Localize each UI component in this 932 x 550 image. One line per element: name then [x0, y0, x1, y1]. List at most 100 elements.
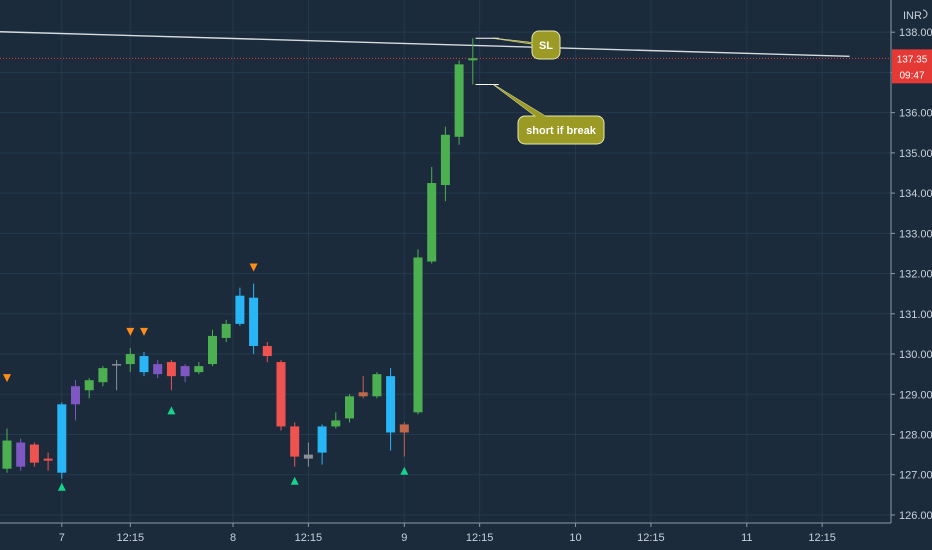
sell-signal-icon	[140, 327, 148, 336]
price-tick-label: 134.00	[899, 188, 932, 200]
candle-body	[166, 362, 176, 377]
candle	[125, 347, 135, 373]
candle	[194, 362, 204, 375]
price-tick-label: 130.00	[899, 349, 932, 361]
drawings	[0, 31, 891, 85]
candle-body	[372, 374, 382, 397]
candle-body	[208, 335, 217, 365]
candle-body	[427, 183, 437, 262]
candle	[427, 166, 437, 264]
time-tick-label: 11	[741, 532, 752, 544]
candle	[399, 422, 409, 457]
candle-body	[221, 323, 231, 338]
candle-body	[386, 376, 396, 433]
candle-body	[71, 386, 80, 405]
candle-body	[112, 364, 122, 366]
buy-signal-icon	[57, 482, 66, 491]
callouts: SL short if break	[493, 30, 605, 145]
candle-body	[303, 454, 313, 459]
candle-body	[139, 356, 149, 373]
last-price-value: 137.35	[897, 54, 928, 65]
price-tick-label: 129.00	[899, 389, 932, 401]
price-tick-label: 133.00	[899, 228, 932, 240]
price-tick-label: 131.00	[899, 309, 932, 321]
candle	[440, 126, 450, 202]
candle-body	[2, 440, 12, 469]
candle-body	[98, 368, 108, 383]
candle-body	[413, 257, 423, 413]
candle	[345, 394, 354, 423]
candle	[276, 360, 286, 431]
candle-body	[29, 444, 39, 463]
candle	[249, 283, 259, 355]
time-tick-label: 12:15	[637, 532, 665, 544]
candle	[139, 352, 149, 377]
candle-body	[249, 297, 259, 346]
candle-body	[276, 362, 286, 427]
price-tick-label: 138.00	[899, 27, 932, 39]
candle	[386, 368, 396, 451]
gridlines	[0, 0, 891, 523]
candle-body	[43, 458, 53, 461]
chevron-right-icon[interactable]	[922, 9, 928, 19]
candle	[317, 424, 327, 465]
candle	[413, 249, 423, 415]
candle	[221, 319, 231, 342]
time-tick-label: 8	[230, 532, 236, 544]
price-tick-label: 128.00	[899, 429, 932, 441]
sl-callout-label: SL	[539, 40, 553, 52]
last-price-tag	[892, 49, 932, 84]
candle	[153, 360, 163, 379]
candle-body	[194, 366, 204, 373]
candle-body	[358, 392, 368, 397]
candle	[290, 422, 300, 467]
time-tick-label: 9	[401, 532, 407, 544]
short-callout-label: short if break	[526, 125, 597, 137]
candle	[262, 341, 272, 363]
candle	[372, 372, 382, 399]
buy-signal-icon	[167, 406, 176, 415]
candle	[331, 412, 341, 429]
price-tick-label: 136.00	[899, 108, 932, 120]
short-callout-pointer-fill	[493, 84, 568, 130]
candle	[468, 38, 478, 85]
candle	[303, 442, 313, 467]
candle	[84, 378, 94, 399]
short-callout: short if break	[493, 84, 605, 145]
price-tags: 137.35 09:47	[892, 49, 932, 84]
candle	[2, 428, 12, 473]
candle-body	[345, 396, 354, 419]
candle	[454, 60, 464, 145]
candle-body	[153, 364, 163, 375]
candle	[166, 360, 176, 391]
candle	[71, 380, 80, 421]
candle	[358, 376, 368, 399]
sell-signal-icon	[3, 374, 11, 383]
candle-body	[468, 58, 478, 61]
price-tick-label: 126.00	[899, 510, 932, 522]
candle	[16, 438, 26, 471]
candle-body	[399, 424, 409, 433]
sl-callout: SL	[493, 30, 561, 60]
candle	[208, 329, 217, 367]
candle-body	[262, 345, 272, 357]
candle-body	[440, 134, 450, 186]
sell-signal-icon	[126, 327, 135, 336]
candles	[2, 38, 478, 479]
currency-label: INR	[903, 10, 922, 22]
time-tick-label: 12:15	[466, 532, 494, 544]
price-tick-label: 132.00	[899, 269, 932, 281]
candle-body	[180, 366, 190, 377]
price-tick-label: 135.00	[899, 148, 932, 160]
countdown-value: 09:47	[899, 70, 924, 81]
candle-body	[57, 404, 67, 473]
sl-callout-pointer-fill	[493, 38, 553, 45]
buy-signal-icon	[290, 476, 299, 485]
time-tick-label: 10	[569, 532, 581, 544]
time-tick-label: 7	[59, 532, 65, 544]
candle-body	[290, 426, 300, 457]
candle	[180, 364, 190, 383]
